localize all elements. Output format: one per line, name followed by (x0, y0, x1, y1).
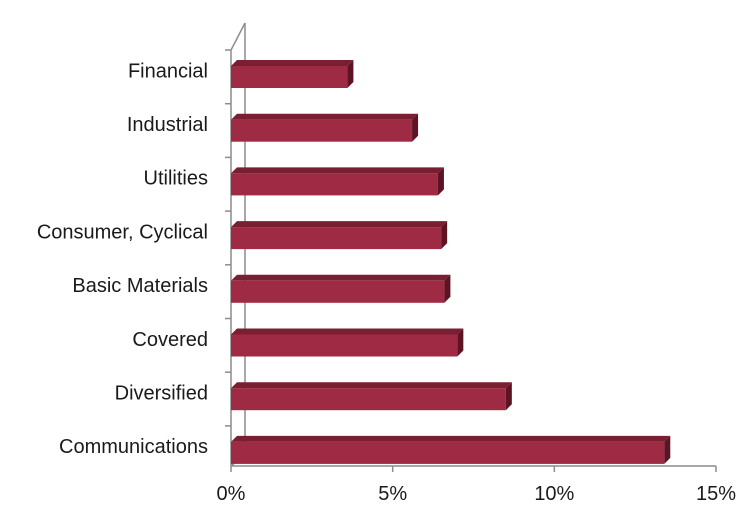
bar-side-face (437, 167, 444, 196)
bar (231, 441, 665, 464)
x-tick-label: 0% (217, 483, 246, 505)
bar (231, 66, 348, 88)
x-tick-labels: 0% 5% 10% 15% (217, 483, 736, 505)
category-label: Utilities (144, 168, 208, 190)
bar (231, 173, 438, 196)
bar (231, 388, 506, 411)
bar-top-face (231, 328, 464, 335)
category-label: Diversified (115, 382, 208, 404)
bar-side-face (441, 221, 448, 250)
bar-top-face (231, 435, 671, 442)
x-tick-label: 10% (534, 483, 574, 505)
bar-top-face (231, 382, 512, 389)
bar-side-face (664, 435, 671, 464)
bar (231, 280, 445, 303)
bar-side-face (457, 328, 464, 357)
category-label: Consumer, Cyclical (37, 221, 208, 243)
bar-top-face (231, 221, 448, 228)
bar-top-face (231, 60, 354, 66)
x-tick-label: 15% (696, 483, 736, 505)
bar (231, 119, 413, 142)
category-label: Communications (59, 436, 208, 458)
bar-side-face (444, 274, 451, 303)
bar (231, 227, 442, 250)
category-label: Industrial (127, 114, 208, 136)
chart-bars (231, 60, 671, 464)
bar-side-face (347, 60, 354, 88)
bar (231, 334, 458, 357)
bar-side-face (505, 382, 512, 411)
category-label: Covered (132, 329, 208, 351)
category-label: Financial (128, 60, 208, 82)
bar-top-face (231, 167, 444, 174)
bar-side-face (412, 113, 419, 142)
bar-top-face (231, 113, 419, 120)
bar-top-face (231, 274, 451, 281)
x-tick-label: 5% (378, 483, 407, 505)
category-label: Basic Materials (72, 275, 208, 297)
category-labels: Financial Industrial Utilities Consumer, Cy… (37, 60, 208, 458)
